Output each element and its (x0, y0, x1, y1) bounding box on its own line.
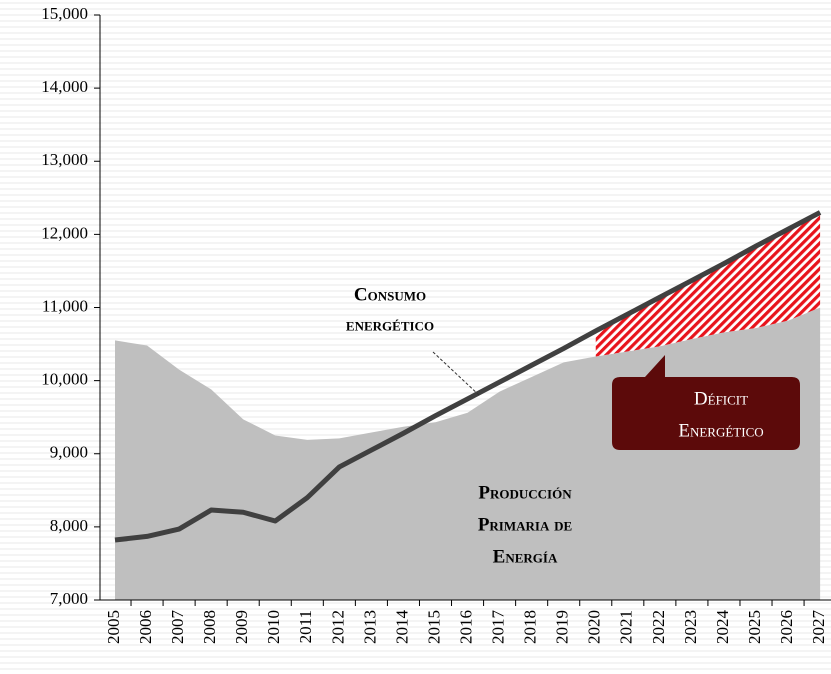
annotation-text: Producción (478, 482, 572, 503)
annotation-text: Déficit (694, 388, 748, 409)
x-tick-label: 2026 (777, 610, 796, 644)
x-tick-label: 2014 (392, 610, 411, 645)
x-tick-label: 2020 (585, 610, 604, 644)
x-tick-label: 2017 (489, 610, 508, 645)
y-tick-label: 12,000 (41, 223, 88, 242)
y-tick-label: 9,000 (50, 443, 88, 462)
annotation-text: Energético (678, 420, 763, 441)
x-tick-label: 2018 (521, 610, 540, 644)
annotation-text: Energía (493, 546, 558, 567)
x-tick-label: 2019 (553, 610, 572, 644)
annotation-text: energético (346, 314, 434, 335)
x-tick-label: 2025 (745, 610, 764, 644)
annotation-leader (432, 351, 481, 397)
y-tick-label: 10,000 (41, 370, 88, 389)
x-tick-label: 2024 (713, 610, 732, 645)
consumption-line (114, 210, 822, 543)
deficit-area (595, 212, 821, 357)
x-tick-label: 2015 (424, 610, 443, 644)
x-tick-label: 2009 (232, 610, 251, 644)
y-tick-label: 11,000 (42, 296, 88, 315)
y-tick-label: 7,000 (50, 589, 88, 608)
x-tick-label: 2023 (681, 610, 700, 644)
x-tick-label: 2012 (328, 610, 347, 644)
x-tick-label: 2008 (200, 610, 219, 644)
annotation-text: Consumo (354, 284, 426, 305)
x-tick-label: 2027 (809, 610, 828, 645)
x-tick-label: 2021 (617, 610, 636, 644)
y-tick-label: 15,000 (41, 4, 88, 23)
y-tick-label: 14,000 (41, 77, 88, 96)
x-tick-label: 2006 (136, 610, 155, 644)
x-tick-label: 2007 (168, 610, 187, 645)
plot: 7,000 8,000 9,000 10,000 11,000 12,000 13,000 1… (41, 4, 831, 644)
y-tick-label: 13,000 (41, 150, 88, 169)
y-tick-label: 8,000 (50, 516, 88, 535)
x-tick-label: 2005 (104, 610, 123, 644)
x-tick-label: 2011 (296, 610, 315, 643)
x-tick-label: 2022 (649, 610, 668, 644)
x-tick-label: 2010 (264, 610, 283, 644)
x-tick-label: 2016 (456, 610, 475, 644)
annotation-text: Primaria de (478, 514, 572, 535)
x-tick-label: 2013 (360, 610, 379, 644)
deficit-callout (612, 355, 800, 450)
